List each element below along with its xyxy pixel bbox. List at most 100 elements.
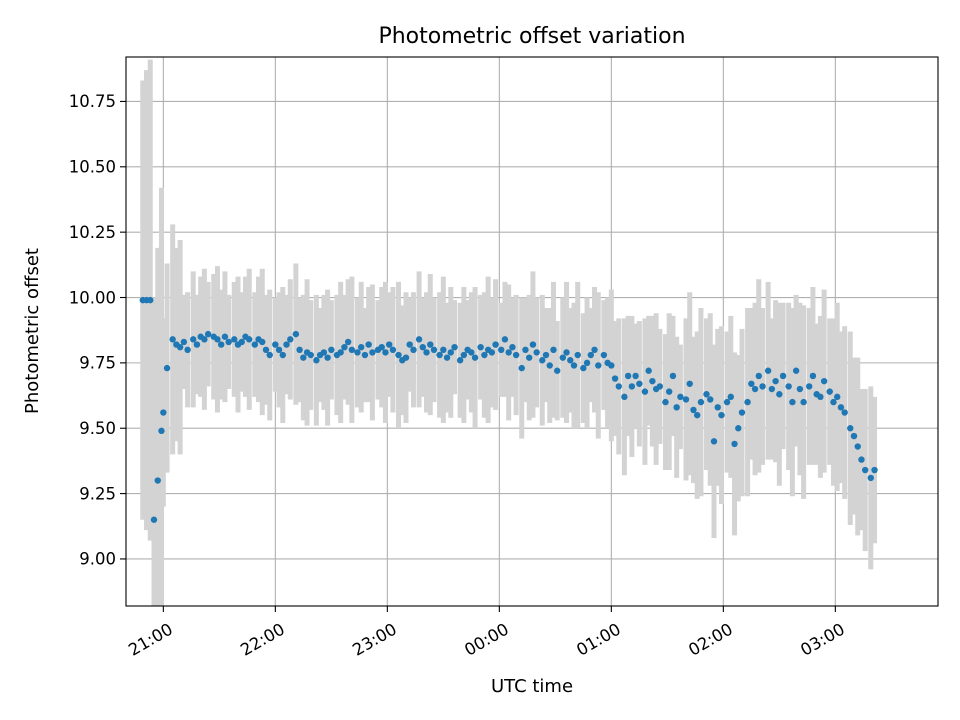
data-point <box>262 346 270 353</box>
data-point <box>744 398 751 406</box>
data-point <box>526 354 533 361</box>
data-point <box>402 354 410 361</box>
data-point <box>386 341 393 348</box>
data-point <box>800 398 807 406</box>
data-point <box>369 349 376 356</box>
data-point <box>176 343 184 351</box>
data-point <box>636 380 643 387</box>
plot-frame <box>125 56 939 607</box>
data-point <box>666 388 673 395</box>
data-point <box>246 336 253 343</box>
data-point <box>419 343 426 351</box>
y-tick-label: 9.75 <box>79 354 116 373</box>
data-point <box>858 456 865 463</box>
data-point <box>751 385 759 393</box>
data-point <box>595 362 602 369</box>
data-point <box>690 406 697 414</box>
data-point <box>313 357 320 364</box>
data-point <box>677 393 684 401</box>
data-point <box>190 336 197 343</box>
y-tick-label: 10.50 <box>69 158 116 177</box>
data-point <box>201 336 208 343</box>
data-point <box>789 398 796 406</box>
data-point <box>283 341 290 348</box>
data-point <box>522 346 529 353</box>
y-tick-label: 10.75 <box>69 92 116 111</box>
data-point <box>871 466 878 474</box>
data-point <box>608 362 615 369</box>
data-point <box>266 351 273 359</box>
data-point <box>628 383 636 390</box>
data-point <box>542 351 550 359</box>
data-point <box>430 346 438 353</box>
data-point <box>150 516 158 523</box>
data-point <box>447 349 454 356</box>
data-point <box>632 372 639 380</box>
data-point <box>296 346 303 353</box>
data-point <box>477 343 484 351</box>
data-point <box>225 338 232 346</box>
data-point <box>563 349 570 356</box>
data-point <box>406 341 413 348</box>
data-point <box>570 362 578 369</box>
y-tick-label: 9.50 <box>79 419 116 438</box>
y-axis-ticks: 9.00 9.25 9.50 9.75 10.00 10.25 10.50 10.75 <box>69 92 126 569</box>
y-axis-label: Photometric offset <box>22 248 43 414</box>
data-point <box>707 396 714 403</box>
data-point <box>509 343 516 351</box>
data-point <box>169 336 176 343</box>
data-point <box>727 393 734 401</box>
data-point <box>147 296 154 304</box>
data-point <box>764 367 772 374</box>
data-point <box>193 341 201 348</box>
data-point <box>662 398 669 406</box>
data-point <box>817 393 824 401</box>
data-point <box>344 338 352 346</box>
x-axis-label: UTC time <box>491 676 573 697</box>
data-point <box>867 474 874 482</box>
data-point <box>395 351 402 359</box>
data-point <box>460 351 468 359</box>
data-point <box>611 375 619 382</box>
data-point <box>158 427 165 435</box>
data-point <box>471 354 479 361</box>
data-point <box>583 359 591 367</box>
data-point <box>759 383 766 390</box>
data-point <box>694 411 701 419</box>
data-point <box>488 349 496 356</box>
data-point <box>554 367 561 374</box>
data-point <box>529 341 537 348</box>
data-point <box>755 372 762 380</box>
data-point <box>389 346 397 353</box>
data-point <box>772 377 779 385</box>
data-point <box>820 377 828 385</box>
data-point <box>518 364 525 372</box>
data-point <box>307 351 314 359</box>
data-point <box>221 333 229 340</box>
data-point <box>731 440 738 448</box>
data-point <box>533 349 540 356</box>
data-point <box>847 425 854 432</box>
data-point <box>365 341 372 348</box>
data-point <box>862 466 869 474</box>
data-point <box>492 341 499 348</box>
data-point <box>415 336 423 343</box>
data-point <box>539 357 546 364</box>
data-point <box>748 380 755 387</box>
data-point <box>546 362 553 369</box>
data-point <box>320 349 328 356</box>
data-point <box>214 336 221 343</box>
data-point <box>796 385 804 393</box>
data-point <box>656 383 664 390</box>
data-point <box>785 383 792 390</box>
data-point <box>427 341 434 348</box>
data-point <box>641 388 649 395</box>
data-point <box>501 336 509 343</box>
data-point <box>735 425 742 432</box>
y-tick-label: 9.25 <box>79 484 116 503</box>
data-point <box>279 351 286 359</box>
data-point <box>792 367 800 374</box>
data-point <box>615 383 622 390</box>
data-point <box>850 432 858 440</box>
data-point <box>580 364 587 372</box>
